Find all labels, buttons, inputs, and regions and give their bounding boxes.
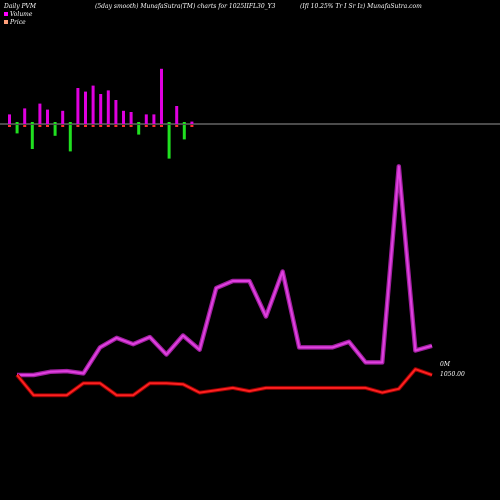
volume-bar	[46, 109, 49, 124]
axis-labels-layer: 0M 1050.00	[440, 361, 465, 378]
volume-bar	[84, 91, 87, 124]
header-right-title: (Ifl 10.25% Tr I Sr Iz) MunafaSutra.com	[300, 3, 422, 10]
volume-bar-base-mark	[106, 125, 110, 127]
volume-bar	[99, 94, 103, 124]
volume-bar	[76, 88, 80, 124]
volume-bar	[122, 110, 125, 124]
volume-bar	[53, 125, 57, 136]
volume-bar	[190, 121, 194, 124]
volume-bar	[61, 110, 65, 124]
volume-bar-base-mark	[8, 125, 11, 127]
volume-bar	[137, 125, 141, 135]
volume-line	[17, 165, 433, 376]
volume-bar	[182, 125, 186, 140]
legend-item-price: Price	[4, 18, 32, 26]
volume-bar	[23, 108, 27, 124]
volume-bar-base-mark	[99, 125, 103, 127]
volume-bar	[38, 103, 42, 124]
legend-swatch-volume	[4, 12, 8, 16]
chart-header: Daily PVM (5day smooth) MunafaSutra(TM) …	[0, 0, 500, 14]
volume-bar-base-mark	[129, 125, 133, 127]
volume-bar	[8, 114, 11, 124]
volume-bar-base-mark	[182, 122, 186, 124]
volume-bar-base-mark	[53, 122, 57, 124]
volume-bar-base-mark	[175, 125, 179, 127]
volume-bar-base-mark	[152, 125, 156, 127]
volume-bar	[15, 125, 19, 134]
price-line	[16, 368, 433, 397]
volume-bar	[167, 125, 171, 159]
volume-bar	[30, 125, 34, 149]
volume-bar-base-mark	[23, 125, 27, 127]
volume-bar	[68, 125, 72, 152]
legend-swatch-price	[4, 20, 8, 24]
volume-bar	[160, 68, 163, 124]
volume-bar-base-mark	[137, 122, 141, 124]
volume-bar-base-mark	[68, 122, 72, 124]
chart-legend: Volume Price	[4, 10, 32, 26]
price-axis-label: 1050.00	[440, 371, 465, 378]
volume-bars-layer	[8, 68, 194, 159]
volume-bar	[106, 90, 110, 124]
volume-bar-base-mark	[61, 125, 65, 127]
header-center-title: (5day smooth) MunafaSutra(TM) charts for…	[95, 3, 276, 10]
volume-bar-base-mark	[122, 125, 125, 127]
volume-bar-base-mark	[114, 125, 118, 127]
volume-bar	[152, 114, 156, 124]
series-lines-layer	[15, 164, 433, 398]
volume-bar-base-mark	[160, 125, 163, 127]
volume-line-glow	[17, 164, 433, 378]
volume-bar-base-mark	[91, 125, 95, 127]
volume-bar	[175, 106, 179, 124]
volume-bar-base-mark	[15, 122, 19, 124]
volume-bar-base-mark	[144, 125, 148, 127]
volume-bar	[114, 100, 118, 124]
volume-bar-base-mark	[46, 125, 49, 127]
volume-bar-base-mark	[30, 122, 34, 124]
volume-bar	[91, 85, 95, 124]
volume-bar-base-mark	[167, 122, 171, 124]
volume-bar-base-mark	[190, 125, 194, 127]
header-left-title: Daily PVM	[4, 3, 37, 10]
volume-bar	[129, 112, 133, 124]
legend-label-volume: Volume	[10, 10, 33, 18]
volume-bar-base-mark	[38, 125, 42, 127]
volume-bar-base-mark	[76, 125, 80, 127]
legend-item-volume: Volume	[4, 10, 32, 18]
volume-bar-base-mark	[84, 125, 87, 127]
legend-label-price: Price	[10, 18, 26, 26]
volume-axis-label: 0M	[440, 361, 451, 368]
volume-bar	[144, 114, 148, 124]
